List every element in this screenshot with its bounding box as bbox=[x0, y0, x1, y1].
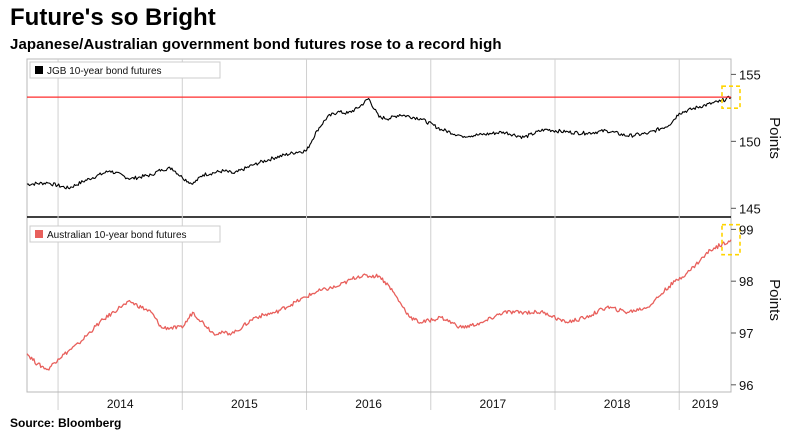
y-tick-label: 97 bbox=[739, 326, 753, 341]
jgb-legend-box bbox=[29, 61, 221, 79]
jgb-series-line bbox=[26, 95, 732, 190]
y-tick-label: 145 bbox=[739, 201, 761, 216]
series-layer bbox=[26, 85, 741, 371]
x-tick-label: 2016 bbox=[355, 397, 382, 411]
aus-legend-label: Australian 10-year bond futures bbox=[47, 230, 187, 241]
upper-panel-frame bbox=[26, 58, 732, 218]
chart-title: Future's so Bright bbox=[10, 4, 216, 31]
x-tick-label: 2014 bbox=[107, 397, 134, 411]
aus-legend-swatch bbox=[35, 230, 43, 238]
aus-legend-box bbox=[29, 225, 221, 243]
upper-y-axis-label: Points bbox=[766, 117, 783, 159]
y-tick-label: 99 bbox=[739, 222, 753, 237]
x-tick-label: 2019 bbox=[692, 397, 719, 411]
axis-layer: 2014 2015 2016 2017 2018 2019 145 150 155 96 97 98 9… bbox=[27, 67, 761, 411]
x-tick-label: 2018 bbox=[604, 397, 631, 411]
lower-panel-frame bbox=[26, 216, 732, 393]
aus-legend: Australian 10-year bond futures bbox=[29, 225, 221, 243]
y-tick-label: 98 bbox=[739, 274, 753, 289]
aus-latest-highlight bbox=[721, 223, 741, 256]
x-tick-label: 2015 bbox=[231, 397, 258, 411]
jgb-legend: JGB 10-year bond futures bbox=[29, 61, 221, 79]
lower-y-axis-label: Points bbox=[766, 279, 783, 321]
x-tick-label: 2017 bbox=[480, 397, 507, 411]
jgb-legend-swatch bbox=[35, 66, 43, 74]
y-tick-label: 96 bbox=[739, 378, 753, 393]
aus-series-line bbox=[26, 239, 732, 371]
chart-subtitle: Japanese/Australian government bond futu… bbox=[10, 36, 502, 53]
y-tick-label: 155 bbox=[739, 67, 761, 82]
jgb-legend-label: JGB 10-year bond futures bbox=[47, 66, 162, 77]
y-tick-label: 150 bbox=[739, 134, 761, 149]
source-note: Source: Bloomberg bbox=[10, 416, 122, 430]
jgb-latest-highlight bbox=[721, 85, 741, 109]
